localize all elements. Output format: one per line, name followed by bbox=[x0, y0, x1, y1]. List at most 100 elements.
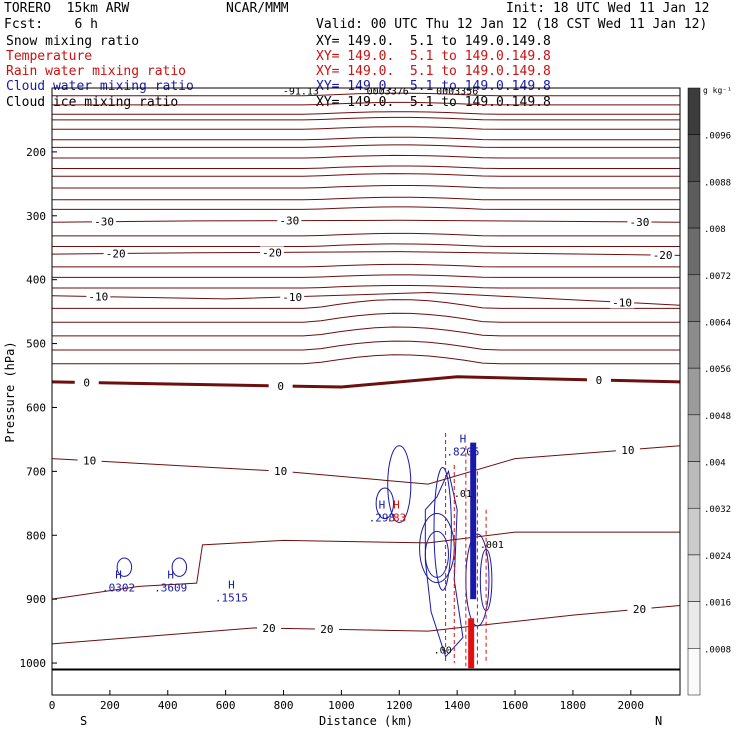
valid-time: Valid: 00 UTC Thu 12 Jan 12 (18 CST Wed … bbox=[316, 17, 708, 32]
colorbar-segment bbox=[687, 367, 701, 416]
colorbar-label: .0024 bbox=[704, 552, 731, 562]
x-axis-label: Distance (km) bbox=[319, 714, 413, 728]
contour-annotation: .01 bbox=[454, 489, 472, 500]
isotherm-label-bg bbox=[586, 374, 611, 387]
isotherm-label: 20 bbox=[262, 622, 275, 635]
high-value: .298 bbox=[369, 511, 396, 524]
field-xy-temperature: XY= 149.0. 5.1 to 149.0.149.8 bbox=[316, 49, 551, 64]
isotherm-label: -10 bbox=[612, 296, 632, 309]
colorbar-label: .0064 bbox=[704, 318, 731, 328]
isotherm-20 bbox=[51, 605, 681, 645]
high-marker: H bbox=[393, 498, 400, 511]
isotherm-line bbox=[52, 196, 680, 201]
isotherm-line bbox=[52, 111, 680, 115]
isotherm-line bbox=[52, 340, 680, 351]
model-title: TORERO 15km ARW bbox=[4, 1, 130, 16]
colorbar-label: .0056 bbox=[704, 365, 731, 375]
colorbar-segment bbox=[687, 321, 701, 369]
colorbar-segment bbox=[687, 274, 701, 322]
x-tick-label: 0 bbox=[49, 699, 56, 712]
isotherm-line bbox=[52, 285, 680, 289]
isotherm-label-bg bbox=[627, 603, 652, 616]
colorbar-segment bbox=[687, 601, 701, 649]
field-name-snow: Snow mixing ratio bbox=[6, 34, 140, 49]
colorbar-segment bbox=[687, 227, 701, 276]
field-xy-cloud-water: XY= 149.0. 5.1 to 149.0.149.8 bbox=[316, 79, 551, 94]
cloud-water-envelope bbox=[424, 469, 464, 658]
isotherm-label-bg bbox=[277, 214, 302, 227]
isotherm-line bbox=[52, 185, 680, 189]
colorbar-label: .0088 bbox=[704, 178, 731, 188]
contour-annotation: .001 bbox=[480, 540, 504, 551]
isotherm-label: 0 bbox=[277, 380, 284, 393]
colorbar-segment bbox=[687, 414, 701, 462]
plot-frame bbox=[51, 87, 681, 696]
axes: 0 200 400 600 800 1000 1200 1400 1600 1800 2000200… bbox=[20, 146, 645, 712]
center-title: NCAR/MMM bbox=[226, 1, 289, 16]
cloud-water-contour bbox=[419, 513, 455, 584]
field-xy-rain: XY= 149.0. 5.1 to 149.0.149.8 bbox=[316, 64, 551, 79]
isotherm-line bbox=[52, 326, 680, 337]
high-marker: H bbox=[228, 578, 235, 591]
isotherm-line bbox=[52, 354, 680, 365]
isotherm--20 bbox=[51, 251, 681, 256]
isotherm-label: 20 bbox=[633, 603, 646, 616]
field-name-cloud-water: Cloud water mixing ratio bbox=[6, 79, 194, 94]
x-tick-label: 400 bbox=[158, 699, 178, 712]
isotherm-label-bg bbox=[627, 215, 652, 228]
cloud-water-contour bbox=[116, 557, 133, 577]
isotherm-label-bg bbox=[280, 290, 305, 303]
y-tick-label: 300 bbox=[26, 210, 46, 223]
isotherm-label-bg bbox=[314, 623, 339, 636]
isotherm-label-bg bbox=[103, 247, 128, 260]
isotherm-label: -20 bbox=[262, 246, 282, 259]
x-tick-label: 1000 bbox=[328, 699, 355, 712]
isotherm-line bbox=[52, 165, 680, 169]
x-tick-label: 1600 bbox=[502, 699, 529, 712]
colorbar-segment bbox=[687, 87, 701, 135]
y-tick-label: 500 bbox=[26, 338, 46, 351]
isotherm-label-bg bbox=[259, 246, 284, 259]
isotherm-label-bg bbox=[268, 379, 293, 392]
isotherm-label: -30 bbox=[279, 215, 299, 228]
colorbar-label: .0032 bbox=[704, 505, 731, 515]
cloud-water-contours bbox=[116, 442, 493, 658]
isotherm-label: -10 bbox=[282, 291, 302, 304]
isotherm-label-bg bbox=[650, 249, 675, 262]
high-value: .83 bbox=[386, 511, 406, 524]
isotherm-label-bg bbox=[615, 443, 640, 456]
colorbar: .0096 .0088 .008 .0072 .0064 .0056 .0048 .004 .0… bbox=[687, 87, 731, 696]
cloud-water-contour bbox=[424, 530, 449, 578]
boundary-layer-contour bbox=[51, 531, 680, 600]
colorbar-segment bbox=[687, 507, 701, 556]
forecast-hour: Fcst: 6 h bbox=[4, 17, 98, 32]
colorbar-label: .0048 bbox=[704, 412, 731, 422]
isotherm-line bbox=[52, 116, 680, 121]
isotherm--30 bbox=[51, 219, 681, 223]
isotherm-0 bbox=[51, 375, 681, 389]
isotherm-line bbox=[52, 136, 680, 141]
isotherm-label: -30 bbox=[630, 216, 650, 229]
rain-core bbox=[468, 618, 475, 669]
isotherm-label: -10 bbox=[88, 291, 108, 304]
high-marker: H bbox=[167, 569, 174, 582]
isotherm-line bbox=[52, 299, 680, 309]
colorbar-label: .0008 bbox=[704, 645, 731, 655]
isotherm-line bbox=[52, 101, 680, 106]
isotherm-line bbox=[52, 312, 680, 323]
y-tick-label: 800 bbox=[26, 529, 46, 542]
isotherm-label: -30 bbox=[94, 216, 114, 229]
isotherm-line bbox=[52, 173, 680, 177]
x-tick-label: 200 bbox=[100, 699, 120, 712]
isotherm-line bbox=[52, 274, 680, 278]
field-name-rain: Rain water mixing ratio bbox=[6, 64, 187, 79]
init-time: Init: 18 UTC Wed 11 Jan 12 bbox=[506, 1, 710, 16]
colorbar-segment bbox=[687, 181, 701, 229]
x-endpoint-right: N bbox=[655, 714, 662, 728]
high-value: .3609 bbox=[154, 582, 187, 595]
x-tick-label: 800 bbox=[274, 699, 294, 712]
cloud-water-contour bbox=[433, 467, 452, 591]
rain-contours bbox=[445, 433, 487, 669]
